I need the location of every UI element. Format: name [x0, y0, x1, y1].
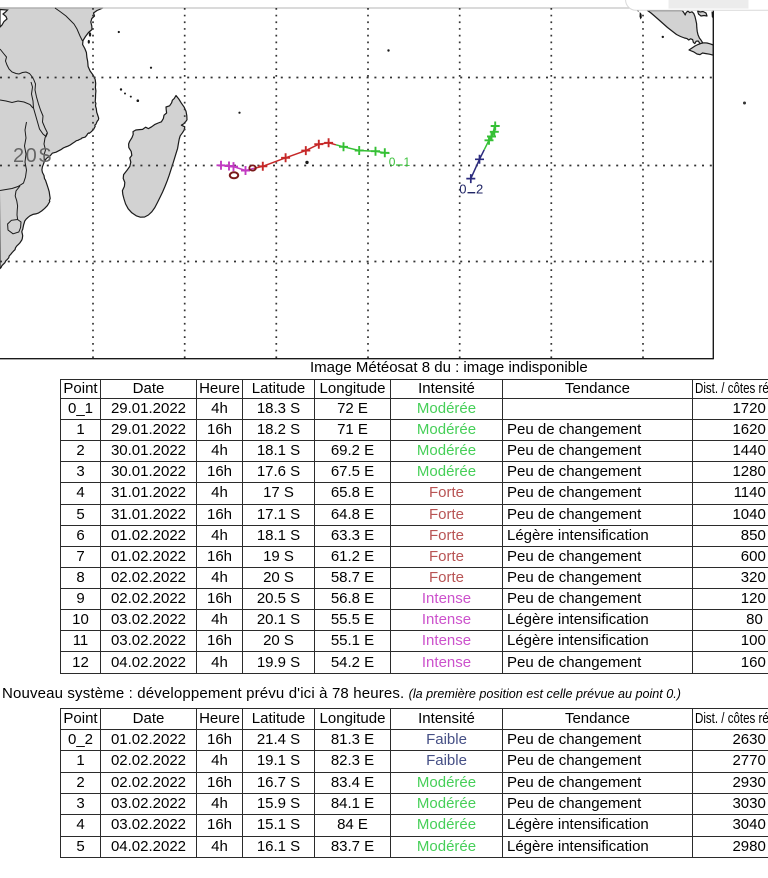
svg-text:0: 0 [459, 182, 466, 197]
svg-text:1: 1 [404, 155, 411, 169]
svg-text:0: 0 [389, 155, 396, 169]
svg-text:20S: 20S [13, 145, 53, 167]
svg-text:2: 2 [476, 182, 483, 197]
